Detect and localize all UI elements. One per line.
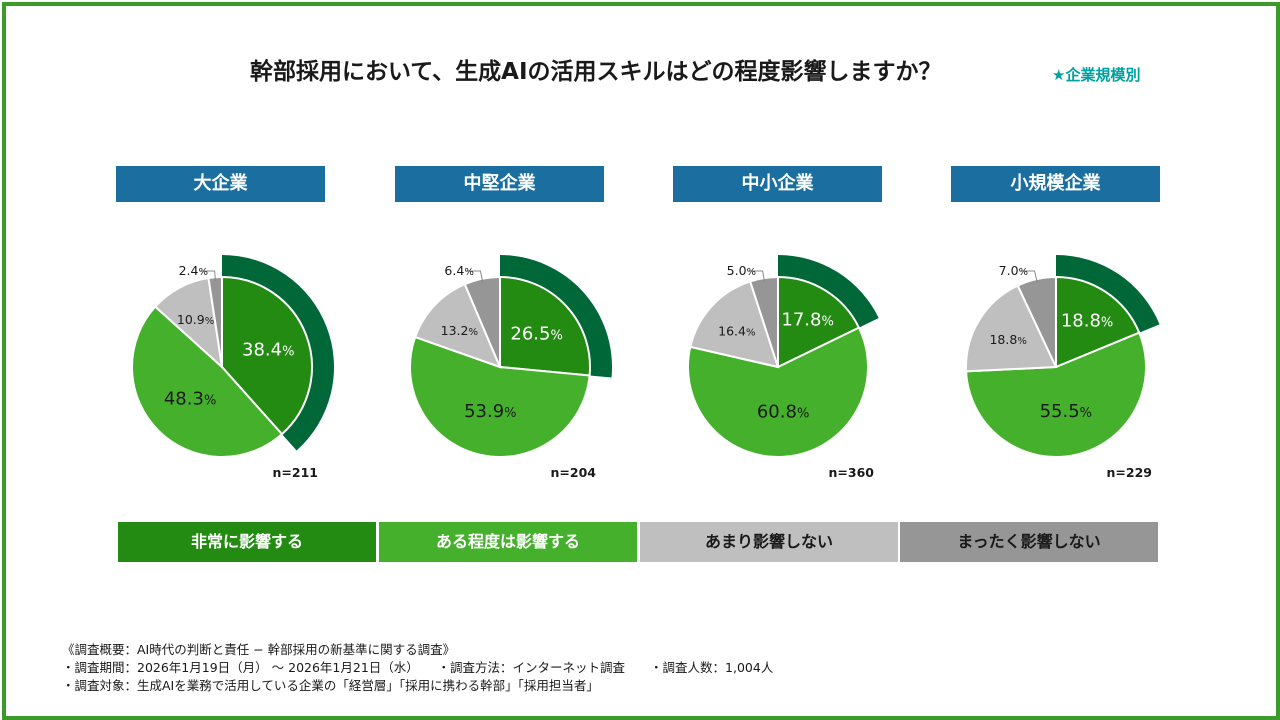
pie3-highlight-arc <box>1056 255 1160 333</box>
pie0-label-somewhat-influential: 48.3% <box>164 389 216 410</box>
pie0-label-not-very-influential: 10.9% <box>177 312 214 327</box>
pie1-slice-very-influential <box>499 275 591 377</box>
pie1-slice-somewhat-influential <box>409 335 591 458</box>
pie1-label-very-influential: 26.5% <box>510 324 562 345</box>
pie2-leader-line <box>748 270 766 283</box>
survey-notes: 《調査概要：AI時代の判断と責任 − 幹部採用の新基準に関する調査》 ・調査期間… <box>62 641 773 695</box>
pie3-label-not-influential-at-all: 7.0% <box>999 263 1028 278</box>
pie3-label-somewhat-influential: 55.5% <box>1040 401 1092 422</box>
chart-subtitle: ★企業規模別 <box>1052 66 1141 84</box>
pie0-sample-size: n=211 <box>273 465 318 480</box>
pie2-label-not-influential-at-all: 5.0% <box>727 263 756 278</box>
legend-very-influential: 非常に影響する <box>118 522 376 562</box>
pie3-slice-not-very-influential <box>965 284 1058 373</box>
pie0-label-not-influential-at-all: 2.4% <box>179 263 208 278</box>
legend-somewhat-influential: ある程度は影響する <box>379 522 637 562</box>
pie2-slice-not-very-influential <box>689 280 780 369</box>
pie2-slice-very-influential <box>777 275 861 369</box>
pie1-slice-not-very-influential <box>413 282 502 369</box>
legend-not-influential-at-all: まったく影響しない <box>900 522 1158 562</box>
survey-overview: 《調査概要：AI時代の判断と責任 − 幹部採用の新基準に関する調査》 <box>62 642 456 657</box>
survey-period-method-count: ・調査期間：2026年1月19日（月） 〜 2026年1月21日（水） ・調査方… <box>62 660 774 675</box>
header-small-company: 小規模企業 <box>951 166 1160 202</box>
pie1-highlight-arc <box>500 255 612 378</box>
pie0-label-very-influential: 38.4% <box>242 339 294 360</box>
pie0-slice-somewhat-influential <box>131 305 284 458</box>
pie2-label-somewhat-influential: 60.8% <box>757 402 809 423</box>
pie2-label-very-influential: 17.8% <box>781 310 833 331</box>
pie3-leader-line <box>1020 270 1038 284</box>
header-small-medium-company: 中小企業 <box>673 166 882 202</box>
pie3-label-not-very-influential: 18.8% <box>989 332 1026 347</box>
pie2-sample-size: n=360 <box>829 465 875 480</box>
legend-not-very-influential: あまり影響しない <box>640 522 898 562</box>
survey-target: ・調査対象：生成AIを業務で活用している企業の「経営層」「採用に携わる幹部」「採… <box>62 678 599 693</box>
header-midsize-company: 中堅企業 <box>395 166 604 202</box>
pie3-label-very-influential: 18.8% <box>1061 311 1113 332</box>
pie1-label-not-very-influential: 13.2% <box>441 323 478 338</box>
pie3-sample-size: n=229 <box>1107 465 1152 480</box>
pie2-label-not-very-influential: 16.4% <box>718 323 755 338</box>
pie1-leader-line <box>466 270 484 283</box>
pie1-sample-size: n=204 <box>551 465 597 480</box>
chart-title: 幹部採用において、生成AIの活用スキルはどの程度影響しますか？ <box>250 59 942 85</box>
header-large-company: 大企業 <box>116 166 325 202</box>
pie3-slice-somewhat-influential <box>965 331 1147 458</box>
pie1-label-somewhat-influential: 53.9% <box>464 401 516 422</box>
pie2-slice-somewhat-influential <box>687 326 869 458</box>
pie1-label-not-influential-at-all: 6.4% <box>444 263 473 278</box>
pie3-slice-very-influential <box>1055 275 1141 369</box>
pie0-slice-very-influential <box>221 275 313 436</box>
pie0-leader-line <box>200 270 217 282</box>
